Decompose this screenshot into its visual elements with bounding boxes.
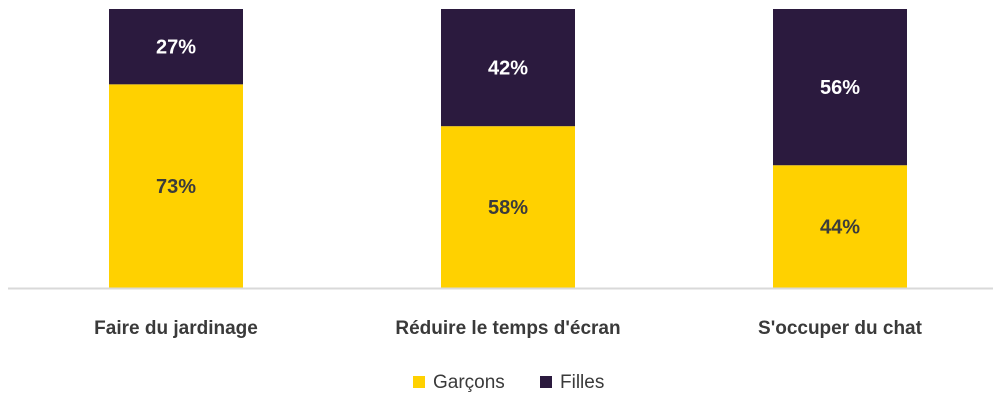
bar-segment-filles-0 bbox=[109, 9, 243, 85]
legend-swatch-filles bbox=[540, 376, 552, 388]
bar-segment-garcons-2 bbox=[773, 165, 907, 288]
data-label-filles-0: 27% bbox=[156, 37, 196, 59]
data-label-garcons-2: 44% bbox=[820, 217, 860, 239]
data-label-garcons-1: 58% bbox=[488, 197, 528, 219]
bars-group: 73% 27% 58% 42% 44% 56% bbox=[109, 9, 907, 289]
data-label-filles-1: 42% bbox=[488, 58, 528, 80]
category-label-1: Réduire le temps d'écran bbox=[395, 318, 620, 339]
bar-segment-garcons-1 bbox=[441, 126, 575, 289]
legend-label-filles: Filles bbox=[560, 372, 604, 393]
data-label-filles-2: 56% bbox=[820, 77, 860, 99]
category-label-0: Faire du jardinage bbox=[94, 318, 258, 339]
legend-label-garcons: Garçons bbox=[433, 372, 505, 393]
category-labels: Faire du jardinage Réduire le temps d'écr… bbox=[94, 318, 922, 339]
bar-segment-filles-1 bbox=[441, 9, 575, 127]
bar-segment-filles-2 bbox=[773, 9, 907, 166]
bar-segment-garcons-0 bbox=[109, 84, 243, 288]
data-label-garcons-0: 73% bbox=[156, 176, 196, 198]
legend-swatch-garcons bbox=[413, 376, 425, 388]
legend: Garçons Filles bbox=[413, 372, 604, 393]
category-label-2: S'occuper du chat bbox=[758, 318, 923, 339]
